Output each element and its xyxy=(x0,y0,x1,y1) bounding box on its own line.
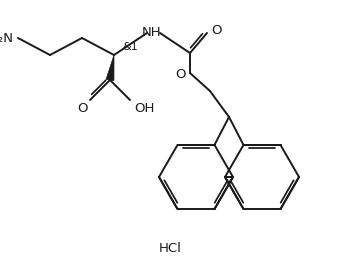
Text: &1: &1 xyxy=(122,42,138,52)
Text: O: O xyxy=(175,68,186,82)
Text: H₂N: H₂N xyxy=(0,31,14,45)
Text: NH: NH xyxy=(142,26,162,40)
Text: O: O xyxy=(211,25,221,37)
Text: O: O xyxy=(78,102,88,115)
Text: HCl: HCl xyxy=(158,242,182,254)
Polygon shape xyxy=(106,55,114,81)
Text: OH: OH xyxy=(134,102,154,115)
